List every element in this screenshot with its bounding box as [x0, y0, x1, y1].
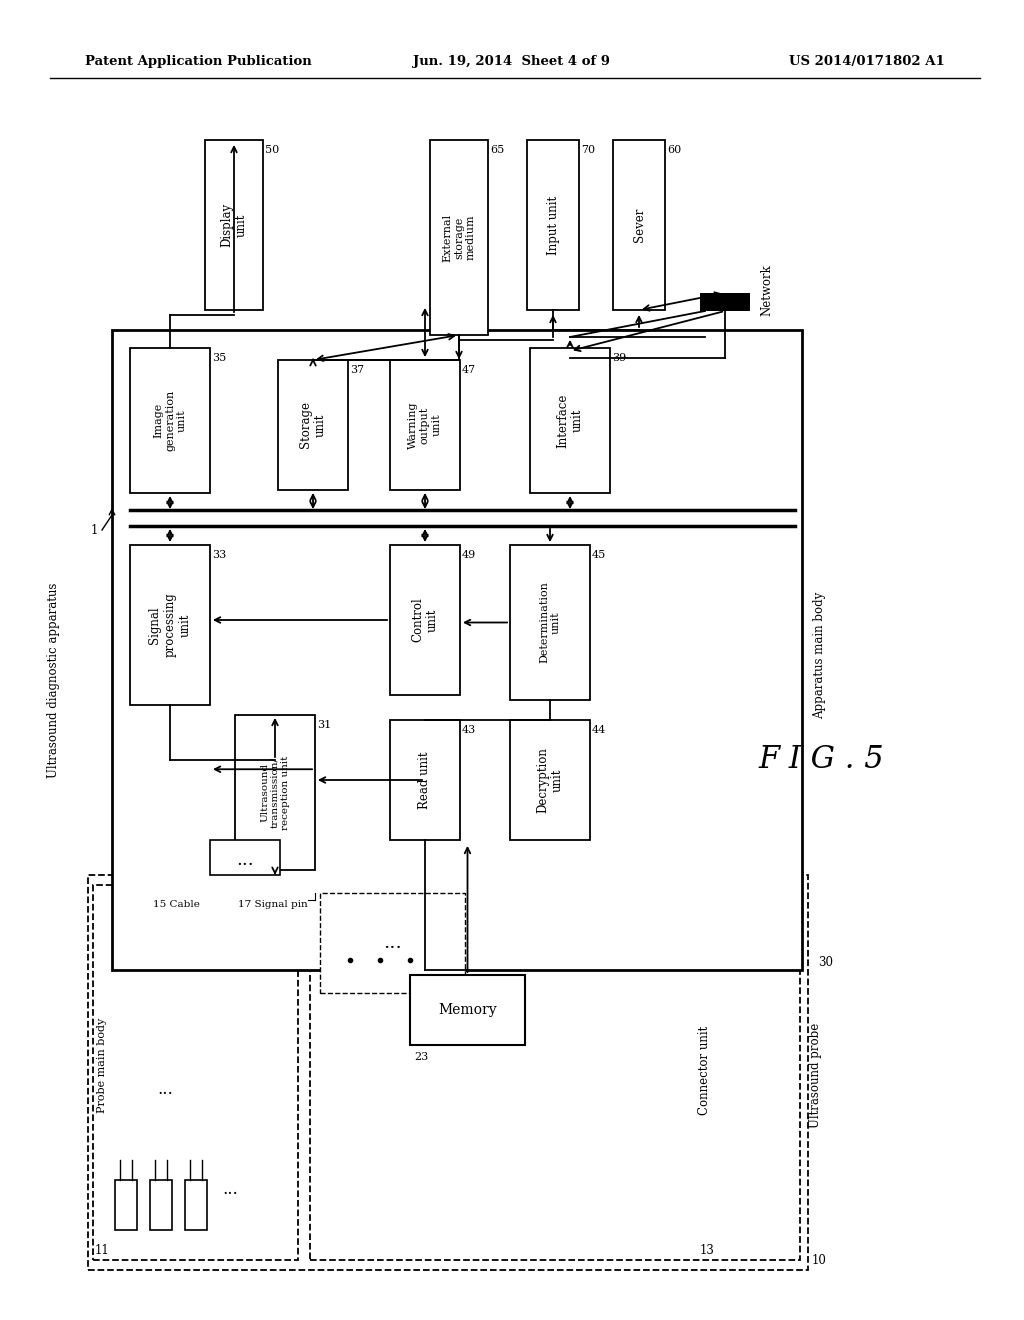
Text: 50: 50 [265, 145, 280, 154]
Text: Image
generation
unit: Image generation unit [154, 389, 186, 451]
Text: 23: 23 [414, 1052, 428, 1063]
Text: 35: 35 [212, 352, 226, 363]
Text: Read unit: Read unit [419, 751, 431, 809]
Text: 47: 47 [462, 366, 476, 375]
Text: Interface
unit: Interface unit [556, 393, 584, 447]
Text: Control
unit: Control unit [411, 598, 439, 643]
Text: 49: 49 [462, 550, 476, 560]
Text: Jun. 19, 2014  Sheet 4 of 9: Jun. 19, 2014 Sheet 4 of 9 [414, 55, 610, 69]
Text: Sever: Sever [633, 207, 645, 242]
Bar [115, 1180, 137, 1230]
Text: 33: 33 [212, 550, 226, 560]
Text: ...: ... [157, 1081, 173, 1098]
Bar [390, 360, 460, 490]
Bar [278, 360, 348, 490]
Bar [210, 840, 280, 875]
Text: F I G . 5: F I G . 5 [758, 744, 884, 776]
Bar [527, 140, 579, 310]
Bar [88, 875, 808, 1270]
Text: 37: 37 [350, 366, 365, 375]
Bar [700, 293, 750, 312]
Text: ...: ... [222, 1181, 238, 1199]
Text: 60: 60 [667, 145, 681, 154]
Text: Warning
output
unit: Warning output unit [409, 401, 441, 449]
Bar [319, 894, 465, 993]
Text: 43: 43 [462, 725, 476, 735]
Text: 31: 31 [317, 719, 331, 730]
Text: Display
unit: Display unit [220, 203, 248, 247]
Text: 39: 39 [612, 352, 627, 363]
Bar [150, 1180, 172, 1230]
Bar [130, 348, 210, 492]
Text: Ultrasound diagnostic apparatus: Ultrasound diagnostic apparatus [47, 582, 60, 777]
Text: Input unit: Input unit [547, 195, 559, 255]
Text: 65: 65 [490, 145, 504, 154]
Bar [390, 719, 460, 840]
Text: Ultrasound probe: Ultrasound probe [809, 1023, 821, 1127]
Text: 17 Signal pin: 17 Signal pin [239, 900, 308, 909]
Bar [130, 545, 210, 705]
Text: 30: 30 [818, 956, 833, 969]
Bar [430, 140, 488, 335]
Bar [510, 719, 590, 840]
Bar [205, 140, 263, 310]
Bar [93, 884, 298, 1261]
Text: External
storage
medium: External storage medium [442, 214, 475, 261]
Text: 10: 10 [812, 1254, 826, 1266]
Bar [530, 348, 610, 492]
Text: Connector unit: Connector unit [698, 1026, 712, 1114]
Text: Network: Network [760, 264, 773, 315]
Text: Memory: Memory [438, 1003, 497, 1016]
Text: ...: ... [237, 851, 254, 869]
Text: Determination
unit: Determination unit [540, 582, 561, 664]
Text: 44: 44 [592, 725, 606, 735]
Bar [410, 975, 525, 1045]
Text: 1: 1 [91, 524, 98, 536]
Text: Apparatus main body: Apparatus main body [813, 591, 826, 718]
Text: 11: 11 [95, 1243, 110, 1257]
Text: 15 Cable: 15 Cable [154, 900, 200, 909]
Text: Probe main body: Probe main body [97, 1018, 106, 1113]
Text: Signal
processing
unit: Signal processing unit [148, 593, 191, 657]
Bar [185, 1180, 207, 1230]
Bar [310, 884, 800, 1261]
Text: Storage
unit: Storage unit [299, 401, 327, 449]
Text: US 2014/0171802 A1: US 2014/0171802 A1 [790, 55, 945, 69]
Text: 70: 70 [581, 145, 595, 154]
Bar [112, 330, 802, 970]
Text: ...: ... [383, 935, 401, 952]
Text: 13: 13 [700, 1243, 715, 1257]
Bar [390, 545, 460, 696]
Text: Patent Application Publication: Patent Application Publication [85, 55, 311, 69]
Bar [510, 545, 590, 700]
Bar [234, 715, 315, 870]
Bar [613, 140, 665, 310]
Text: 45: 45 [592, 550, 606, 560]
Text: Decryption
unit: Decryption unit [536, 747, 564, 813]
Text: Ultrasound
transmission/
reception unit: Ultrasound transmission/ reception unit [260, 755, 290, 830]
